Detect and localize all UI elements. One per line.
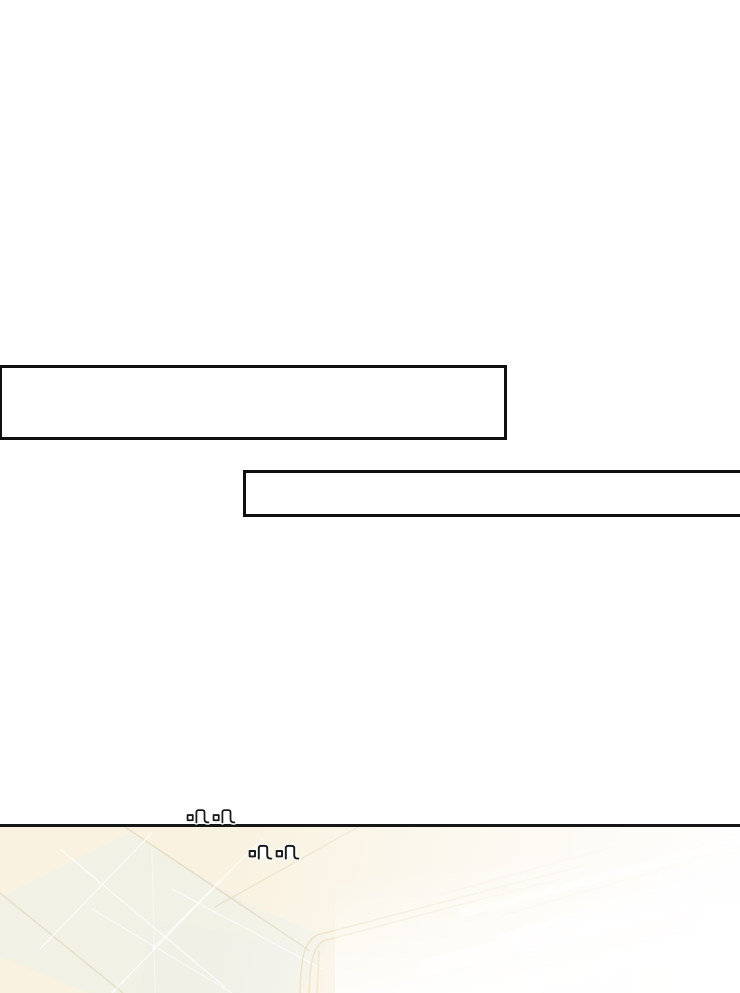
white-wash-bottom <box>335 827 740 993</box>
sfx-halo <box>186 807 237 825</box>
sfx-text-1 <box>186 807 237 825</box>
caption-box-1 <box>0 365 507 440</box>
sfx-halo <box>248 843 301 861</box>
caption-box-2 <box>243 470 740 517</box>
sfx-text-2 <box>248 843 301 861</box>
panel-divider-line <box>0 824 740 827</box>
artwork-canvas <box>0 827 740 993</box>
caption-text-1 <box>2 368 504 437</box>
panel-artwork <box>0 827 740 993</box>
sfx-ink <box>248 844 300 860</box>
sfx-ink <box>186 809 236 824</box>
caption-text-2 <box>246 473 740 514</box>
